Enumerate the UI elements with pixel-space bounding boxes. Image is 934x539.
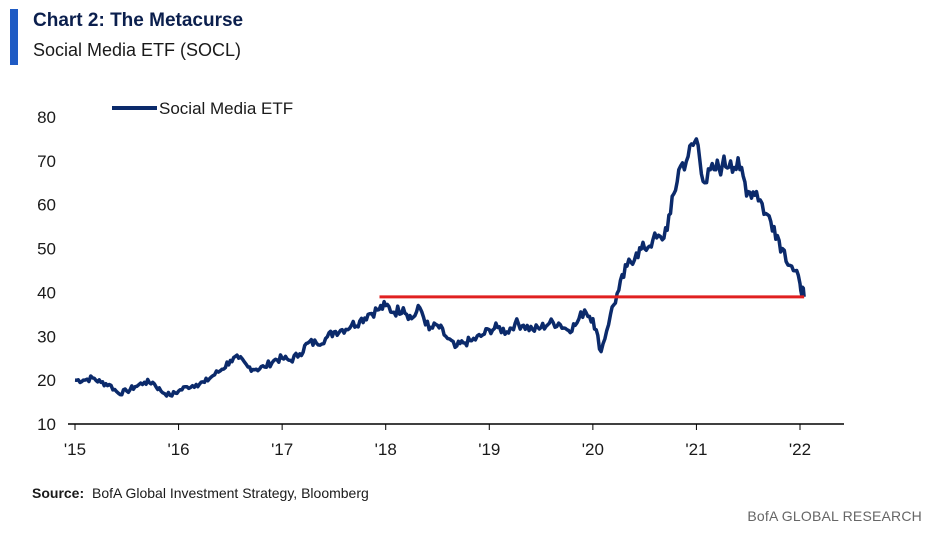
y-tick-label: 60 (37, 196, 56, 215)
x-tick-label: '22 (789, 440, 811, 459)
x-axis: '15 '16 '17 '18 '19 '20 '21 '22 (64, 424, 811, 459)
source-label: Source: (32, 485, 85, 501)
legend: Social Media ETF (112, 99, 293, 118)
x-tick-label: '20 (582, 440, 604, 459)
series-line-social-media-etf (74, 137, 806, 398)
x-tick-label: '21 (685, 440, 707, 459)
x-tick-label: '19 (478, 440, 500, 459)
y-tick-label: 10 (37, 415, 56, 434)
y-axis: 10 20 30 40 50 60 70 80 (37, 108, 56, 434)
source-note: Source: BofA Global Investment Strategy,… (32, 485, 369, 501)
y-tick-label: 80 (37, 108, 56, 127)
branding: BofA GLOBAL RESEARCH (747, 508, 922, 524)
title-accent-bar (10, 9, 18, 65)
chart-area: 10 20 30 40 50 60 70 80 '15 '16 '17 '18 '19 '20 '21 '2… (37, 99, 844, 459)
y-tick-label: 40 (37, 283, 56, 302)
legend-label: Social Media ETF (159, 99, 293, 118)
x-tick-label: '17 (271, 440, 293, 459)
chart-title: Chart 2: The Metacurse (33, 10, 244, 31)
y-tick-label: 30 (37, 327, 56, 346)
y-tick-label: 20 (37, 371, 56, 390)
chart-subtitle: Social Media ETF (SOCL) (33, 40, 242, 60)
series-layer (74, 137, 806, 398)
x-tick-label: '16 (167, 440, 189, 459)
y-tick-label: 50 (37, 240, 56, 259)
y-tick-label: 70 (37, 152, 56, 171)
source-text: BofA Global Investment Strategy, Bloombe… (92, 485, 369, 501)
x-tick-label: '15 (64, 440, 86, 459)
x-tick-label: '18 (375, 440, 397, 459)
